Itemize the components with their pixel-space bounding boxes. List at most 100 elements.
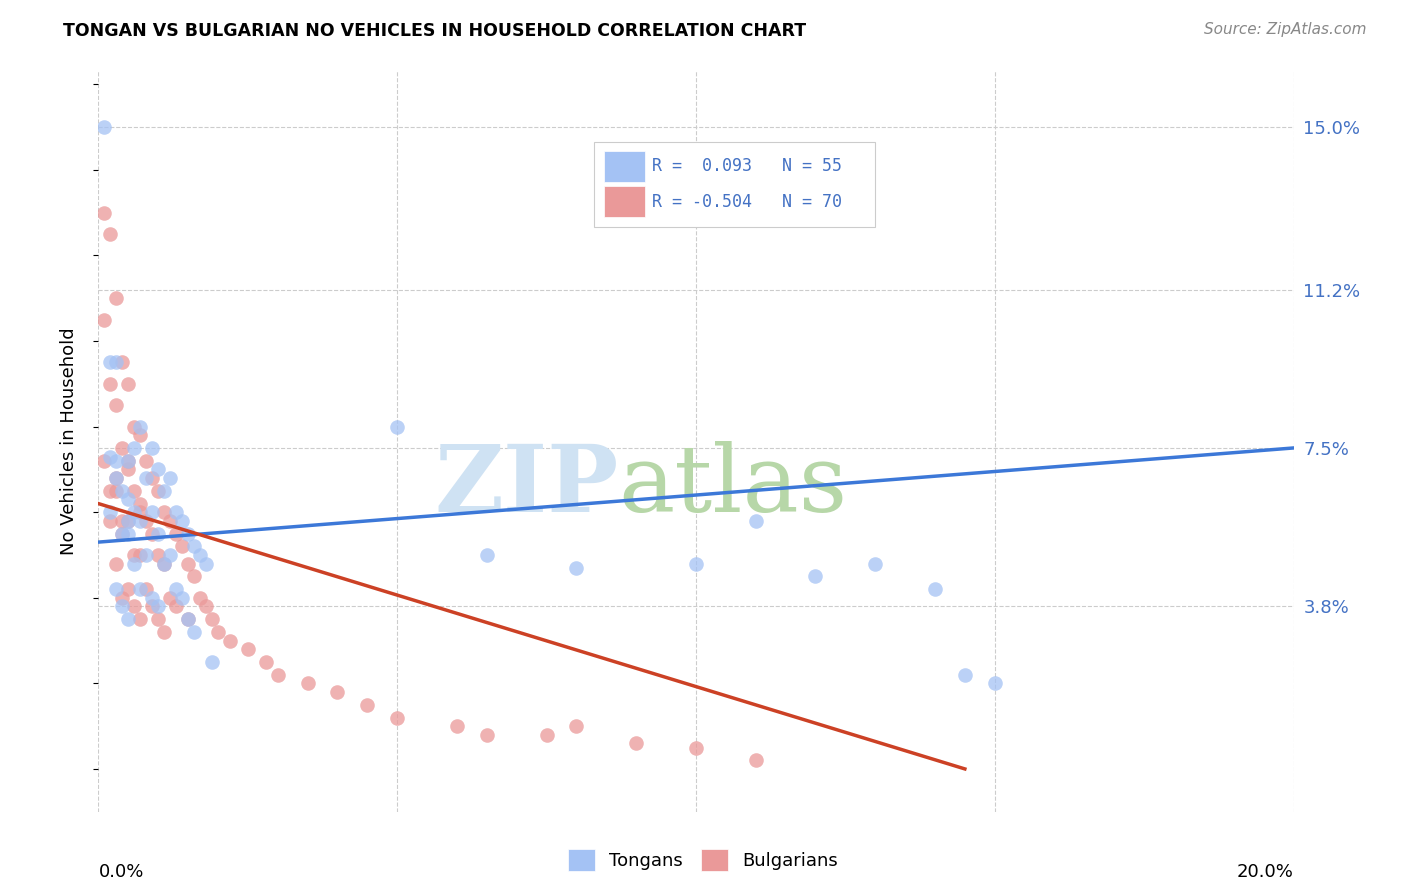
Point	[141, 505, 163, 519]
Point	[93, 120, 115, 134]
Point	[475, 728, 498, 742]
Point	[124, 557, 146, 571]
Point	[159, 591, 181, 605]
Point	[219, 633, 242, 648]
Point	[111, 483, 134, 498]
Point	[135, 454, 157, 468]
Point	[195, 599, 218, 614]
Point	[148, 526, 170, 541]
Point	[148, 462, 170, 476]
Point	[267, 667, 290, 681]
Point	[98, 505, 122, 519]
Point	[172, 540, 194, 554]
Point	[129, 514, 152, 528]
Point	[385, 710, 409, 724]
Point	[326, 685, 349, 699]
Point	[124, 419, 146, 434]
Point	[297, 676, 319, 690]
Point	[201, 655, 224, 669]
FancyBboxPatch shape	[605, 186, 644, 218]
Point	[93, 454, 115, 468]
Point	[129, 505, 152, 519]
Point	[207, 624, 229, 639]
Point	[141, 471, 163, 485]
Point	[129, 612, 152, 626]
Point	[153, 557, 176, 571]
Point	[124, 441, 146, 455]
Text: ZIP: ZIP	[434, 441, 619, 531]
Point	[141, 599, 163, 614]
Point	[105, 471, 128, 485]
Y-axis label: No Vehicles in Household: No Vehicles in Household	[59, 327, 77, 556]
Point	[98, 355, 122, 369]
Point	[141, 591, 163, 605]
Point	[153, 483, 176, 498]
Text: Source: ZipAtlas.com: Source: ZipAtlas.com	[1204, 22, 1367, 37]
Point	[105, 398, 128, 412]
FancyBboxPatch shape	[605, 151, 644, 182]
Point	[183, 569, 205, 583]
Point	[953, 667, 976, 681]
Point	[385, 419, 409, 434]
Point	[124, 483, 146, 498]
Point	[745, 753, 768, 767]
Point	[124, 505, 146, 519]
Point	[356, 698, 378, 712]
Point	[111, 355, 134, 369]
Point	[105, 557, 128, 571]
Point	[105, 291, 128, 305]
Point	[111, 591, 134, 605]
Point	[98, 450, 122, 464]
Point	[446, 719, 468, 733]
Point	[148, 599, 170, 614]
Point	[865, 557, 887, 571]
Point	[129, 497, 152, 511]
Point	[254, 655, 277, 669]
Point	[177, 557, 200, 571]
Point	[117, 514, 139, 528]
Point	[141, 526, 163, 541]
Point	[177, 612, 200, 626]
Point	[159, 471, 181, 485]
Text: 0.0%: 0.0%	[98, 863, 143, 881]
Point	[148, 548, 170, 562]
Point	[93, 312, 115, 326]
Point	[98, 227, 122, 241]
Point	[93, 205, 115, 219]
Point	[159, 514, 181, 528]
Point	[685, 740, 707, 755]
FancyBboxPatch shape	[595, 142, 875, 227]
Point	[111, 514, 134, 528]
Point	[626, 736, 648, 750]
Point	[148, 612, 170, 626]
Point	[111, 599, 134, 614]
Point	[984, 676, 1007, 690]
Point	[117, 514, 139, 528]
Point	[165, 505, 187, 519]
Point	[105, 582, 128, 597]
Point	[117, 462, 139, 476]
Point	[924, 582, 946, 597]
Point	[124, 599, 146, 614]
Point	[98, 514, 122, 528]
Text: 20.0%: 20.0%	[1237, 863, 1294, 881]
Point	[111, 526, 134, 541]
Point	[565, 719, 588, 733]
Point	[117, 492, 139, 507]
Point	[141, 441, 163, 455]
Point	[236, 642, 259, 657]
Legend: Tongans, Bulgarians: Tongans, Bulgarians	[561, 842, 845, 879]
Point	[172, 591, 194, 605]
Point	[475, 548, 498, 562]
Point	[745, 514, 768, 528]
Point	[165, 599, 187, 614]
Point	[685, 557, 707, 571]
Point	[117, 612, 139, 626]
Point	[165, 582, 187, 597]
Point	[188, 591, 211, 605]
Point	[111, 526, 134, 541]
Point	[188, 548, 211, 562]
Point	[117, 376, 139, 391]
Point	[135, 548, 157, 562]
Point	[153, 505, 176, 519]
